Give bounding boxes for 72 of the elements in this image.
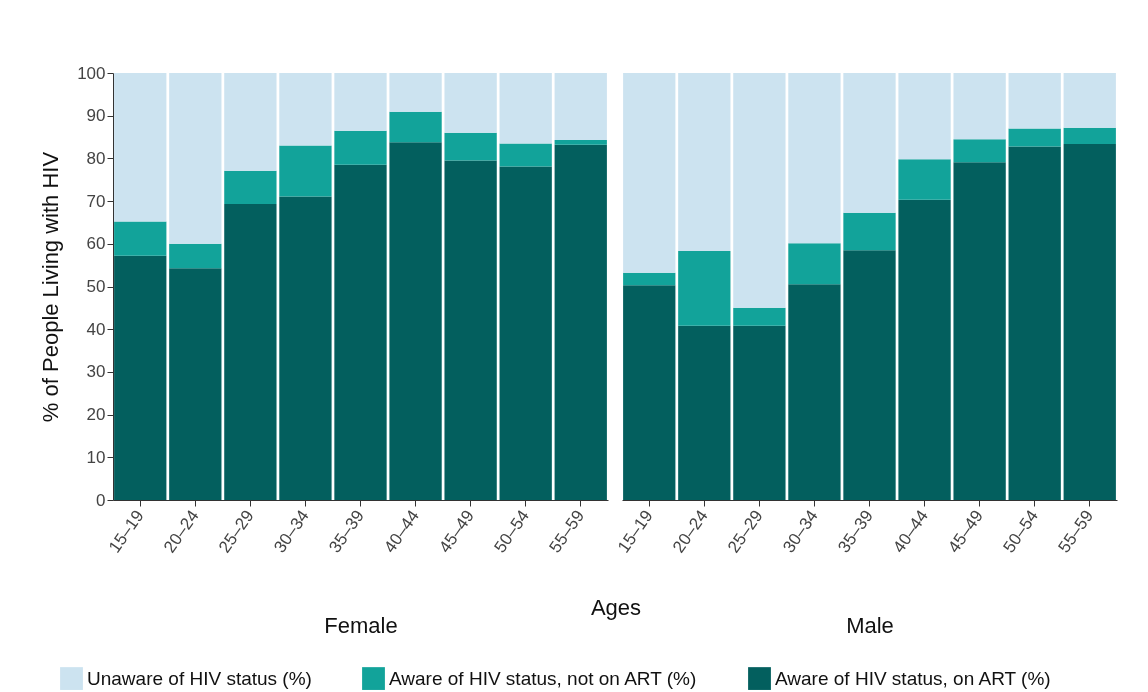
bar: [623, 272, 676, 286]
y-tick-label: 90: [86, 106, 106, 126]
y-tick-label: 70: [86, 191, 106, 211]
bar: [898, 199, 951, 500]
bar: [279, 73, 332, 146]
bar: [114, 255, 167, 500]
bar: [224, 170, 277, 205]
legend-label: Aware of HIV status, not on ART (%): [389, 667, 697, 689]
bar: [1008, 146, 1061, 500]
y-tick-label: 60: [86, 234, 106, 254]
text: Male: [846, 612, 894, 638]
bar: [499, 73, 552, 144]
bar: [788, 73, 841, 244]
y-tick-label: 20: [86, 405, 106, 425]
bar: [554, 144, 607, 500]
bar: [444, 73, 497, 133]
bar: [1063, 73, 1116, 128]
bar: [953, 73, 1006, 140]
bar: [623, 73, 676, 273]
y-axis-title: % of People Living with HIV: [38, 151, 64, 423]
bar: [843, 212, 896, 251]
bar: [279, 196, 332, 500]
y-tick-label: 40: [86, 319, 106, 339]
bar: [444, 132, 497, 161]
bar: [1008, 128, 1061, 147]
bar: [788, 243, 841, 285]
bar: [389, 73, 442, 112]
bar: [389, 142, 442, 500]
bar: [389, 111, 442, 143]
bar: [788, 284, 841, 500]
bar: [169, 268, 222, 500]
bar: [678, 251, 731, 326]
bar: [678, 325, 731, 500]
bar: [334, 73, 387, 131]
bar: [1008, 73, 1061, 129]
bar: [623, 285, 676, 500]
y-tick-label: 0: [96, 490, 106, 510]
bar: [169, 243, 222, 269]
bar: [554, 73, 607, 141]
bar: [224, 73, 277, 171]
y-tick-label: 30: [86, 362, 106, 382]
y-tick-label: 100: [77, 63, 106, 83]
legend-label: Unaware of HIV status (%): [87, 667, 312, 689]
y-tick-label: 10: [86, 447, 106, 467]
bar: [444, 160, 497, 500]
bar: [334, 164, 387, 500]
bar: [224, 204, 277, 500]
bar: [1063, 143, 1116, 500]
bar: [334, 130, 387, 165]
bar: [733, 325, 786, 500]
bar: [499, 166, 552, 500]
bar: [953, 139, 1006, 163]
y-tick-label: 80: [86, 148, 106, 168]
bar: [953, 162, 1006, 500]
bar: [554, 140, 607, 145]
bar: [843, 73, 896, 213]
bar: [279, 145, 332, 197]
legend-label: Aware of HIV status, on ART (%): [775, 667, 1051, 689]
text: Female: [324, 612, 398, 638]
bar: [733, 307, 786, 326]
bar: [898, 159, 951, 200]
bar: [843, 250, 896, 500]
x-axis-title: Ages: [590, 595, 642, 620]
y-tick-label: 50: [86, 277, 106, 296]
bar: [114, 73, 167, 222]
bar: [898, 73, 951, 160]
bar: [499, 143, 552, 167]
bar: [169, 73, 222, 244]
bar: [114, 221, 167, 256]
bar: [678, 73, 731, 252]
bar: [1063, 127, 1116, 144]
bar: [733, 73, 786, 308]
